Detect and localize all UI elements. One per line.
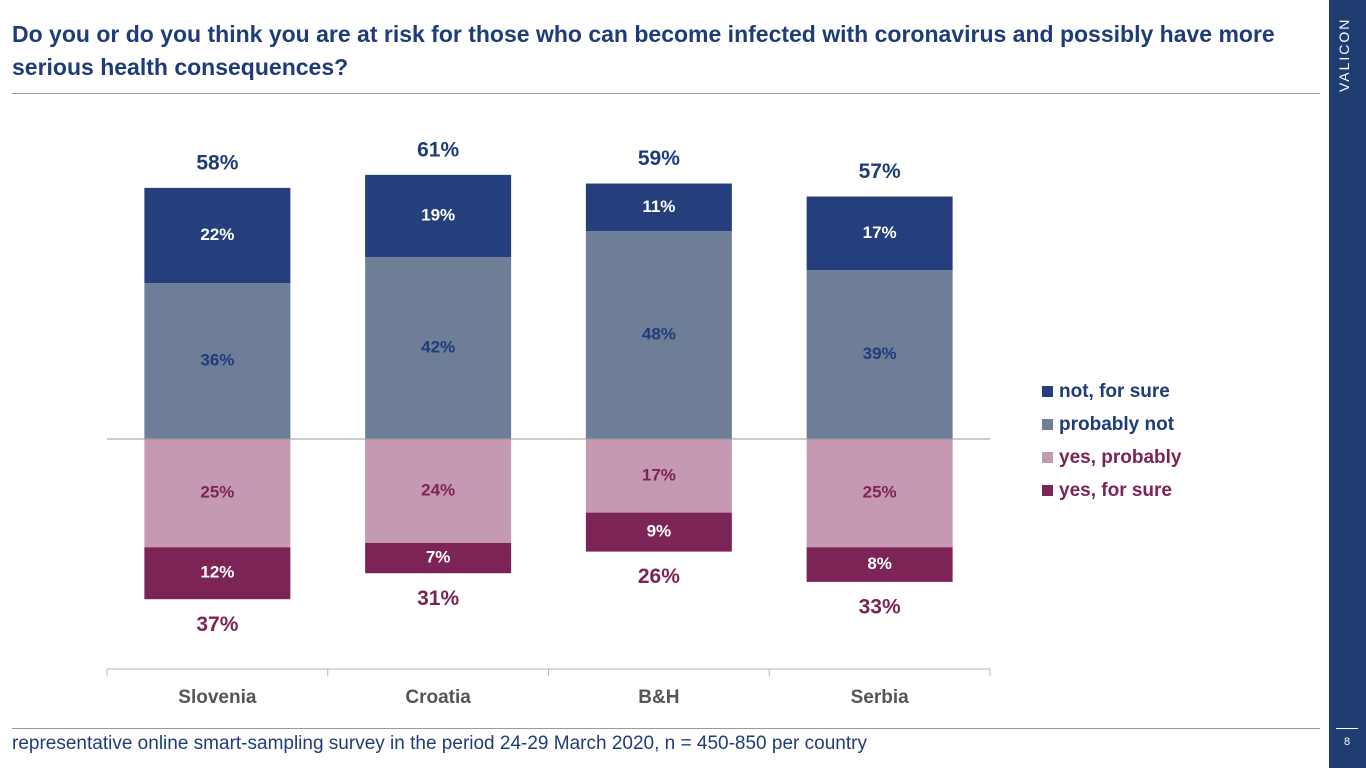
bar-not-for-sure — [365, 174, 512, 258]
total-no-label: 61% — [417, 138, 459, 161]
label-yes-probably: 17% — [642, 465, 676, 484]
total-no-label: 57% — [859, 160, 901, 183]
title-divider — [12, 93, 1320, 94]
bar-probably-not — [806, 270, 953, 439]
bar-yes-probably — [144, 439, 291, 548]
label-not-for-sure: 19% — [421, 205, 455, 224]
legend-item-not-for-sure: not, for sure — [1042, 375, 1182, 408]
label-yes-for-sure: 12% — [200, 563, 234, 582]
label-yes-probably: 24% — [421, 480, 455, 499]
label-yes-probably: 25% — [200, 483, 234, 502]
bar-yes-for-sure — [585, 512, 732, 552]
bar-yes-for-sure — [365, 542, 512, 574]
footer-divider — [12, 728, 1320, 729]
legend-item-probably-not: probably not — [1042, 408, 1182, 441]
label-probably-not: 48% — [642, 325, 676, 344]
legend-label: probably not — [1059, 413, 1175, 435]
chart-legend: not, for sure probably not yes, probably… — [1042, 375, 1182, 507]
bar-yes-probably — [585, 439, 732, 513]
bar-yes-probably — [365, 439, 512, 543]
total-yes-label: 26% — [638, 565, 680, 588]
label-probably-not: 39% — [863, 344, 897, 363]
category-label: Croatia — [405, 687, 471, 708]
legend-item-yes-for-sure: yes, for sure — [1042, 474, 1182, 507]
bar-probably-not — [585, 231, 732, 439]
bar-probably-not — [365, 257, 512, 439]
footer-note: representative online smart-sampling sur… — [12, 733, 867, 754]
page-number: 8 — [1343, 736, 1351, 748]
label-yes-for-sure: 8% — [867, 554, 892, 573]
total-no-label: 59% — [638, 147, 680, 170]
total-yes-label: 37% — [196, 613, 238, 636]
total-yes-label: 31% — [417, 587, 459, 610]
bar-not-for-sure — [585, 183, 732, 232]
bar-yes-probably — [806, 439, 953, 548]
legend-swatch — [1042, 386, 1053, 397]
bar-probably-not — [144, 283, 291, 439]
label-yes-for-sure: 7% — [426, 548, 451, 567]
legend-label: yes, probably — [1059, 446, 1182, 468]
page-number-divider — [1336, 728, 1358, 729]
bar-not-for-sure — [144, 187, 291, 284]
legend-label: yes, for sure — [1059, 479, 1172, 501]
legend-swatch — [1042, 452, 1053, 463]
legend-item-yes-probably: yes, probably — [1042, 441, 1182, 474]
label-yes-probably: 25% — [863, 483, 897, 502]
label-yes-for-sure: 9% — [647, 522, 672, 541]
category-label: B&H — [638, 687, 679, 708]
label-probably-not: 42% — [421, 338, 455, 357]
total-yes-label: 33% — [859, 595, 901, 618]
brand-logo-text: VALICON — [1336, 17, 1352, 92]
category-label: Serbia — [851, 687, 910, 708]
label-not-for-sure: 11% — [642, 197, 675, 216]
legend-swatch — [1042, 485, 1053, 496]
bar-yes-for-sure — [806, 547, 953, 582]
total-no-label: 58% — [196, 151, 238, 174]
label-not-for-sure: 22% — [200, 225, 234, 244]
page-title: Do you or do you think you are at risk f… — [12, 21, 1275, 80]
bar-not-for-sure — [806, 196, 953, 271]
label-not-for-sure: 17% — [863, 223, 897, 242]
brand-sidebar — [1329, 0, 1366, 768]
label-probably-not: 36% — [200, 351, 234, 370]
bar-yes-for-sure — [144, 547, 291, 600]
legend-swatch — [1042, 419, 1053, 430]
legend-label: not, for sure — [1059, 380, 1170, 402]
category-label: Slovenia — [178, 687, 257, 708]
